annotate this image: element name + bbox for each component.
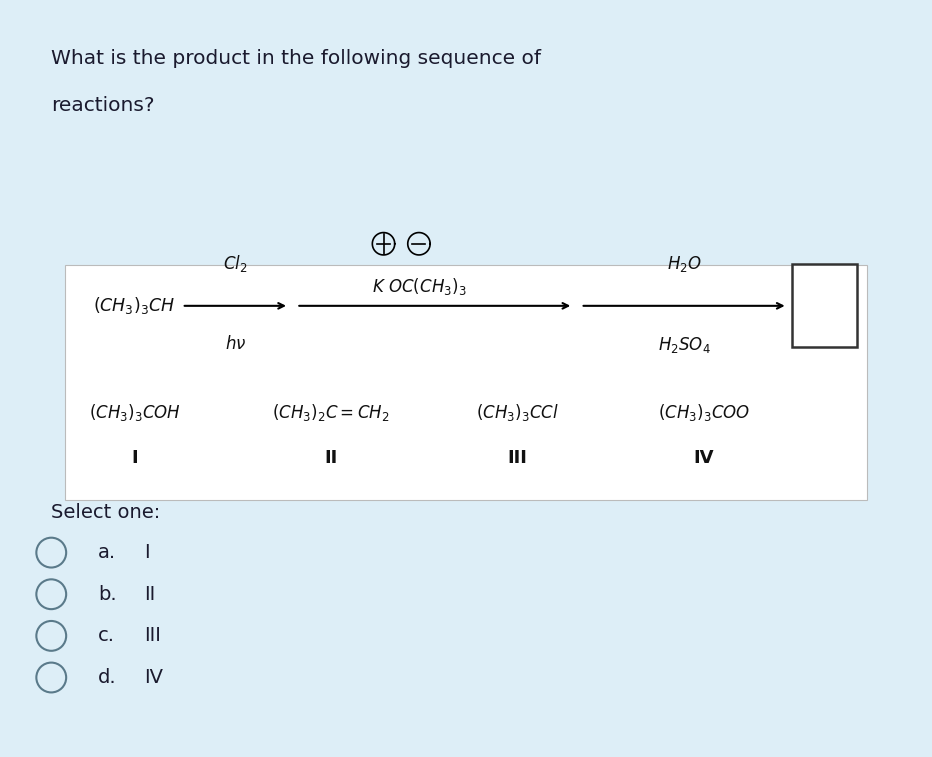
- Bar: [65, 265, 867, 500]
- Text: d.: d.: [98, 668, 116, 687]
- Text: $(CH_3)_3COH$: $(CH_3)_3COH$: [89, 402, 181, 423]
- Text: b.: b.: [98, 584, 116, 604]
- Text: reactions?: reactions?: [51, 96, 155, 115]
- Text: $H_2SO_4$: $H_2SO_4$: [658, 335, 710, 354]
- Text: IV: IV: [144, 668, 163, 687]
- Text: III: III: [507, 449, 528, 467]
- Text: I: I: [131, 449, 139, 467]
- Text: $Cl_2$: $Cl_2$: [223, 253, 248, 274]
- Text: $(CH_3)_3CH$: $(CH_3)_3CH$: [93, 295, 175, 316]
- Text: Select one:: Select one:: [51, 503, 160, 522]
- Text: What is the product in the following sequence of: What is the product in the following seq…: [51, 49, 541, 68]
- Text: II: II: [324, 449, 337, 467]
- Text: $(CH_3)_3CCl$: $(CH_3)_3CCl$: [476, 402, 558, 423]
- Text: $(CH_3)_3COO$: $(CH_3)_3COO$: [658, 402, 749, 423]
- Bar: [792, 264, 857, 347]
- Text: IV: IV: [693, 449, 714, 467]
- Text: $(CH_3)_2C{=}CH_2$: $(CH_3)_2C{=}CH_2$: [272, 402, 390, 423]
- Text: a.: a.: [98, 543, 116, 562]
- Text: I: I: [144, 543, 150, 562]
- Text: $H_2O$: $H_2O$: [666, 254, 702, 274]
- Text: c.: c.: [98, 626, 115, 646]
- Text: $h\nu$: $h\nu$: [225, 335, 246, 353]
- Text: III: III: [144, 626, 161, 646]
- Text: $K\ OC(CH_3)_3$: $K\ OC(CH_3)_3$: [373, 276, 467, 297]
- Text: II: II: [144, 584, 156, 604]
